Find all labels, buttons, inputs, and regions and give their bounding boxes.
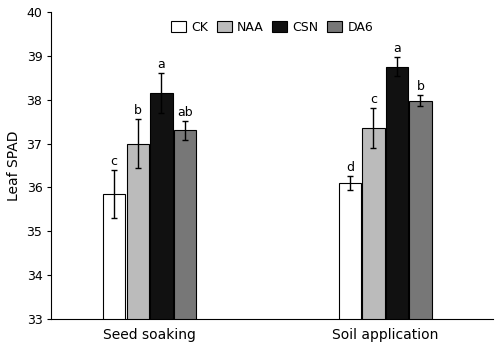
Bar: [150, 93, 172, 319]
Text: a: a: [393, 42, 400, 55]
Text: b: b: [134, 104, 141, 117]
Text: d: d: [346, 161, 354, 174]
Bar: [386, 67, 408, 319]
Text: c: c: [110, 155, 117, 168]
Text: ab: ab: [177, 105, 192, 119]
Legend: CK, NAA, CSN, DA6: CK, NAA, CSN, DA6: [169, 18, 376, 36]
Bar: [409, 101, 432, 319]
Bar: [338, 183, 361, 319]
Y-axis label: Leaf SPAD: Leaf SPAD: [7, 130, 21, 201]
Text: a: a: [158, 58, 165, 71]
Bar: [174, 131, 196, 319]
Text: b: b: [416, 80, 424, 93]
Text: c: c: [370, 93, 377, 106]
Bar: [103, 194, 126, 319]
Bar: [126, 143, 149, 319]
Bar: [362, 128, 384, 319]
